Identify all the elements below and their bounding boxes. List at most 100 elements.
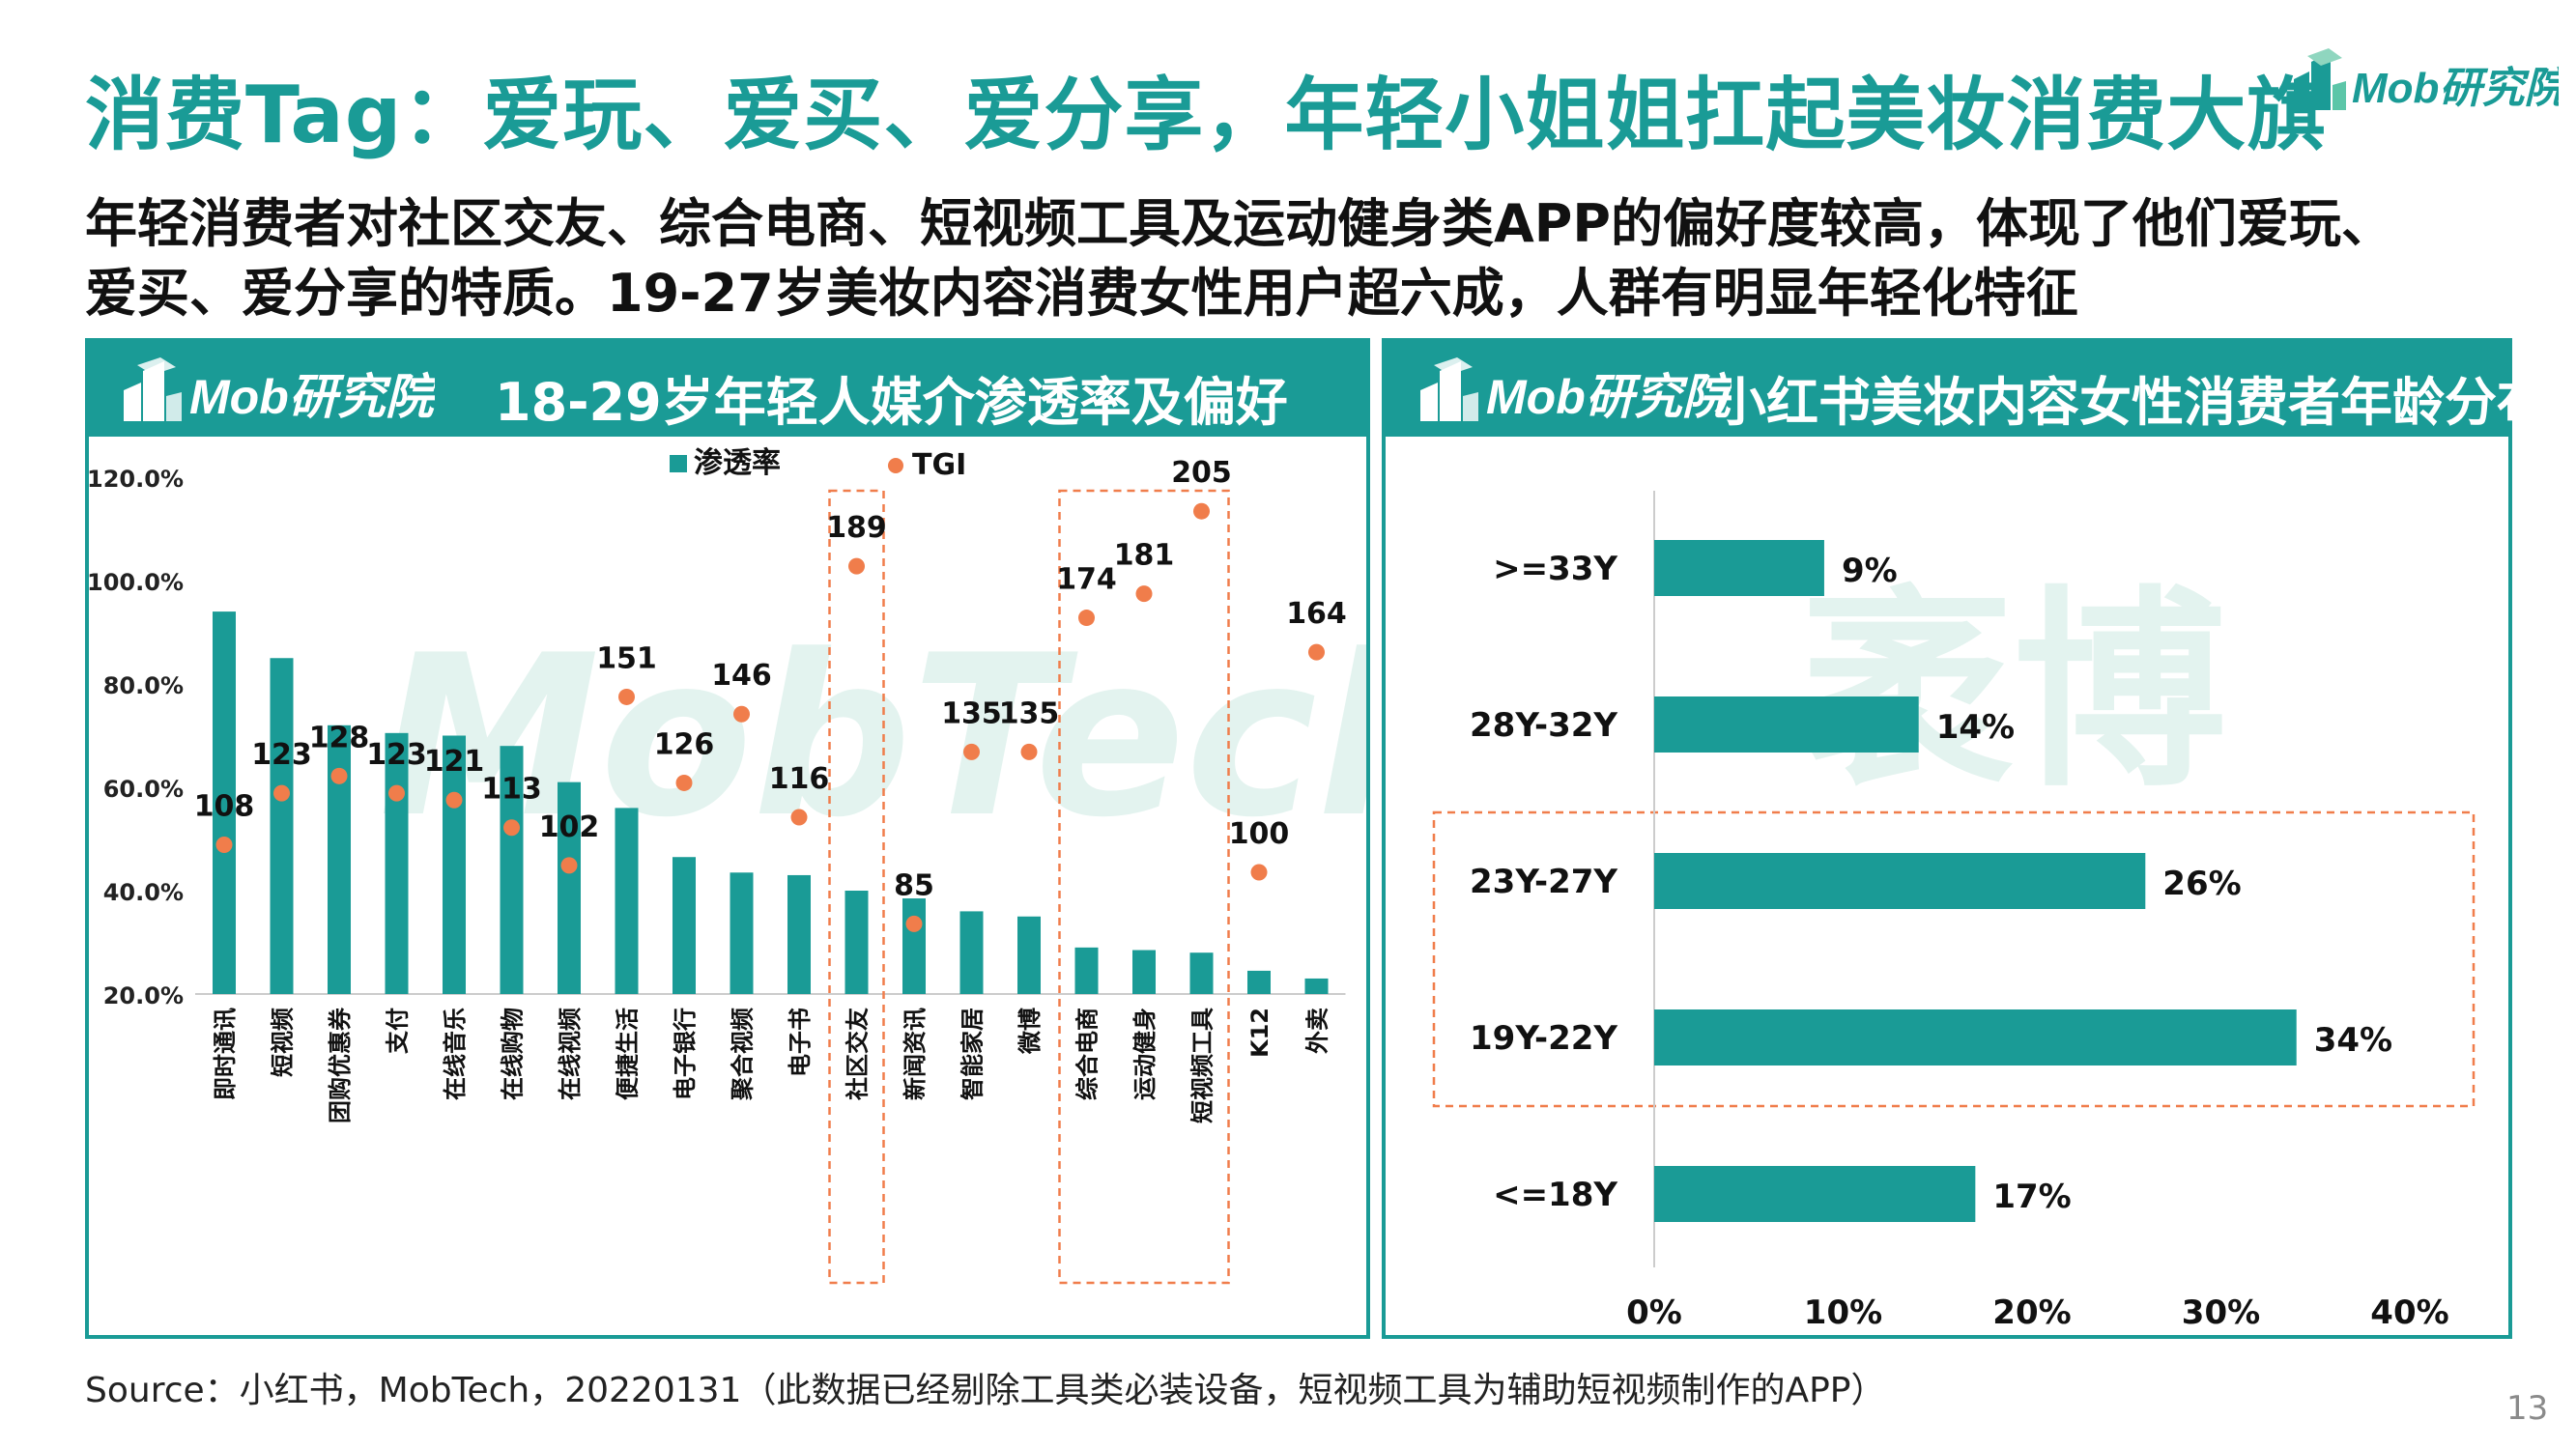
x-category-label: K12 bbox=[1246, 1008, 1274, 1058]
tgi-point bbox=[790, 809, 808, 826]
penetration-bar bbox=[1132, 950, 1156, 994]
logo-text: Mob研究院 bbox=[1486, 370, 1732, 424]
penetration-bar bbox=[844, 891, 869, 994]
x-category-label: 短视频 bbox=[270, 1008, 297, 1077]
y-tick-label: 60.0% bbox=[103, 776, 184, 803]
tgi-data-label: 164 bbox=[1286, 597, 1347, 631]
tgi-point bbox=[618, 688, 635, 705]
x-category-label: 聚合视频 bbox=[730, 1008, 757, 1101]
y-category-label: >=33Y bbox=[1493, 550, 1617, 588]
tgi-data-label: 135 bbox=[999, 696, 1060, 730]
tgi-point bbox=[733, 705, 750, 723]
tgi-data-label: 123 bbox=[251, 738, 312, 772]
x-category-label: 电子银行 bbox=[672, 1008, 699, 1100]
penetration-bar bbox=[328, 724, 351, 994]
highlight-box bbox=[828, 489, 885, 1285]
y-tick-label: 20.0% bbox=[103, 982, 184, 1009]
highlight-box bbox=[1058, 489, 1230, 1285]
penetration-bar bbox=[1189, 952, 1214, 994]
tgi-data-label: 174 bbox=[1056, 563, 1117, 597]
x-category-label: 运动健身 bbox=[1131, 1008, 1159, 1100]
y-category-label: 28Y-32Y bbox=[1470, 706, 1617, 745]
tgi-data-label: 205 bbox=[1171, 456, 1232, 490]
logo-mark-icon bbox=[1420, 357, 1478, 421]
bar-value-label: 34% bbox=[2314, 1021, 2392, 1060]
tgi-point bbox=[1020, 743, 1038, 760]
penetration-bar bbox=[1304, 978, 1329, 994]
tgi-point bbox=[848, 557, 865, 575]
tgi-data-label: 121 bbox=[424, 745, 485, 779]
x-tick-label: 10% bbox=[1804, 1293, 1882, 1332]
legend-label-bar: 渗透率 bbox=[694, 446, 781, 480]
logo-text: Mob研究院 bbox=[189, 370, 435, 424]
tgi-point bbox=[963, 743, 980, 760]
panel-title: 小红书美妆内容女性消费者年龄分布 bbox=[1714, 372, 2549, 433]
x-category-label: 综合电商 bbox=[1074, 1008, 1102, 1100]
bar-value-label: 17% bbox=[1992, 1178, 2071, 1216]
age-distribution-chart: 袤博 >=33Y 9% 28Y-32Y 14% 23Y-27Y 26% 19Y-22Y 34% <… bbox=[1432, 491, 2476, 1332]
x-category-label: 团购优惠券 bbox=[327, 1007, 354, 1123]
x-category-label: 社区交友 bbox=[844, 1008, 872, 1100]
tgi-data-label: 116 bbox=[769, 762, 830, 796]
penetration-bar bbox=[730, 872, 754, 994]
tgi-point bbox=[1135, 585, 1153, 603]
tgi-point bbox=[1193, 502, 1210, 520]
age-distribution-panel: Mob研究院 小红书美妆内容女性消费者年龄分布 袤博 >=33Y 9% 28Y-32Y… bbox=[1382, 338, 2549, 1339]
x-category-label: 外卖 bbox=[1304, 1008, 1331, 1054]
y-category-label: 19Y-22Y bbox=[1470, 1019, 1617, 1058]
watermark-text: MobTech bbox=[379, 609, 1366, 867]
bar-value-label: 14% bbox=[1936, 708, 2015, 747]
age-bar bbox=[1654, 1009, 2297, 1065]
panel-logo: Mob研究院 bbox=[124, 357, 435, 424]
x-category-label: 支付 bbox=[385, 1008, 412, 1054]
penetration-bar bbox=[1074, 947, 1099, 994]
penetration-bar bbox=[1247, 970, 1271, 994]
x-tick-label: 0% bbox=[1626, 1293, 1682, 1332]
tgi-data-label: 123 bbox=[366, 738, 427, 772]
x-category-label: 电子书 bbox=[787, 1008, 814, 1077]
tgi-point bbox=[503, 819, 520, 837]
penetration-bar bbox=[787, 874, 811, 994]
tgi-point bbox=[388, 784, 405, 802]
age-bar bbox=[1654, 540, 1824, 596]
penetration-bar bbox=[959, 911, 984, 994]
age-bar bbox=[1654, 696, 1919, 753]
mob-logo: Mob研究院 bbox=[2294, 48, 2559, 112]
tgi-data-label: 135 bbox=[941, 696, 1002, 730]
source-note: Source：小红书，MobTech，20220131（此数据已经剔除工具类必装… bbox=[85, 1371, 1886, 1410]
penetration-bar bbox=[1017, 916, 1041, 994]
x-tick-label: 40% bbox=[2370, 1293, 2448, 1332]
y-tick-label: 100.0% bbox=[89, 569, 184, 596]
x-category-label: 微博 bbox=[1016, 1008, 1044, 1055]
tgi-data-label: 102 bbox=[539, 810, 600, 844]
tgi-data-label: 100 bbox=[1229, 817, 1290, 851]
tgi-data-label: 151 bbox=[596, 641, 657, 675]
tgi-data-label: 181 bbox=[1114, 539, 1175, 573]
tgi-point bbox=[560, 857, 578, 874]
tgi-data-label: 85 bbox=[894, 868, 934, 902]
panel-logo: Mob研究院 bbox=[1420, 357, 1732, 424]
subtitle-line-2: 爱买、爱分享的特质。19-27岁美妆内容消费女性用户超六成，人群有明显年轻化特征 bbox=[85, 263, 2078, 324]
logo-text: Mob研究院 bbox=[2352, 65, 2559, 112]
penetration-bar bbox=[615, 808, 639, 994]
x-tick-label: 30% bbox=[2182, 1293, 2260, 1332]
y-tick-label: 120.0% bbox=[89, 466, 184, 493]
page-title: 消费Tag：爱玩、爱买、爱分享，年轻小姐姐扛起美妆消费大旗 bbox=[85, 70, 2328, 161]
watermark-text: 袤博 bbox=[1801, 568, 2226, 815]
penetration-bar bbox=[558, 781, 581, 994]
media-penetration-panel: Mob研究院 18-29岁年轻人媒介渗透率及偏好 MobTech 渗透率 TGI 20… bbox=[85, 338, 1370, 1339]
bar-value-label: 9% bbox=[1842, 552, 1898, 590]
x-category-label: 短视频工具 bbox=[1189, 1008, 1216, 1123]
tgi-point bbox=[215, 837, 233, 854]
tgi-data-label: 189 bbox=[826, 511, 887, 545]
x-category-label: 便捷生活 bbox=[615, 1008, 642, 1100]
y-tick-label: 40.0% bbox=[103, 879, 184, 906]
penetration-bar bbox=[213, 611, 236, 994]
y-category-label: <=18Y bbox=[1493, 1176, 1617, 1214]
panel-title: 18-29岁年轻人媒介渗透率及偏好 bbox=[495, 372, 1288, 433]
x-category-label: 新闻资讯 bbox=[902, 1008, 929, 1100]
page-number: 13 bbox=[2506, 1389, 2549, 1428]
page-subtitle: 年轻消费者对社区交友、综合电商、短视频工具及运动健身类APP的偏好度较高，体现了… bbox=[85, 189, 2539, 328]
x-tick-label: 20% bbox=[1992, 1293, 2071, 1332]
legend-swatch-bar bbox=[670, 455, 687, 472]
